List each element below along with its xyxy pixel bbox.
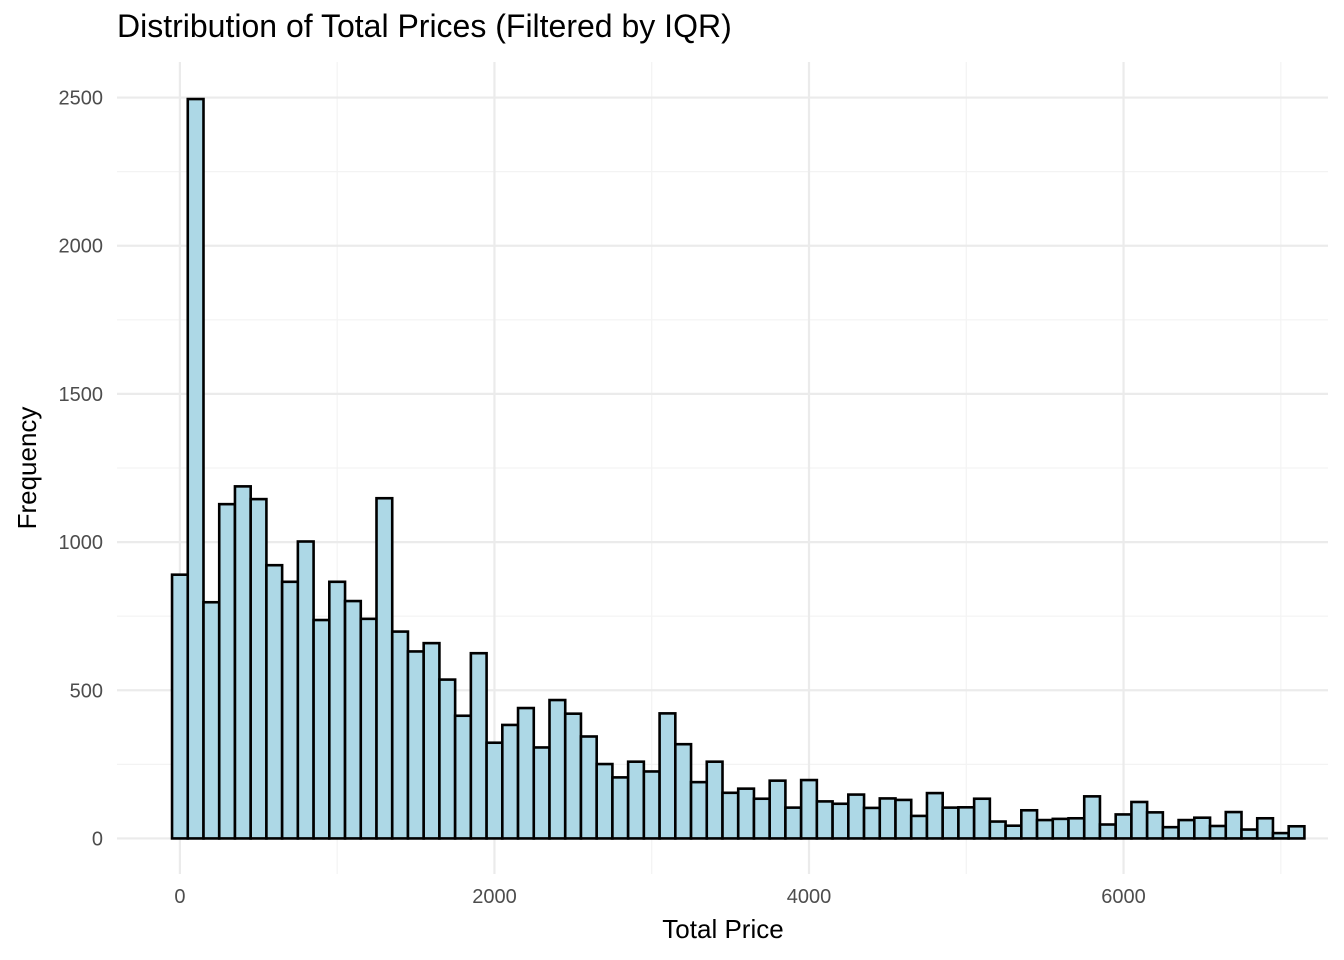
y-tick-label: 2000 — [59, 236, 104, 258]
histogram-bar — [516, 706, 536, 840]
histogram-bar — [988, 820, 1007, 840]
histogram-bar — [784, 806, 803, 840]
histogram-bar — [1020, 808, 1039, 840]
histogram-bar — [957, 806, 976, 840]
histogram-bar — [422, 641, 441, 840]
histogram-bar — [217, 502, 237, 840]
histogram-bar — [1130, 800, 1149, 840]
histogram-bar — [579, 735, 598, 840]
histogram-bar — [658, 712, 677, 840]
histogram-bar — [611, 776, 630, 840]
histogram-bar — [501, 723, 520, 840]
histogram-bar — [689, 780, 709, 840]
histogram-bar — [705, 760, 724, 840]
histogram-bar — [296, 540, 315, 840]
histogram-bar — [1193, 816, 1212, 840]
histogram-bar — [1208, 824, 1228, 840]
histogram-bar — [1161, 825, 1180, 840]
histogram-bar — [595, 762, 614, 840]
histogram-bar — [768, 779, 787, 840]
y-tick-label: 1000 — [59, 532, 104, 554]
histogram-bar — [1271, 831, 1290, 840]
histogram-bar — [233, 485, 252, 840]
y-tick-label: 2500 — [59, 88, 104, 110]
x-tick-label: 2000 — [472, 886, 517, 908]
y-tick-label: 1500 — [59, 384, 104, 406]
histogram-bar — [359, 617, 378, 840]
histogram-bar — [862, 806, 882, 840]
histogram-bar — [1177, 818, 1196, 840]
histogram-bar — [721, 791, 740, 840]
histogram-bar — [626, 760, 646, 840]
histogram-bar — [642, 770, 661, 840]
histogram-bar — [831, 802, 850, 840]
histogram-bar — [328, 580, 347, 840]
histogram-bar — [847, 793, 866, 840]
x-axis-title: Total Price — [662, 914, 783, 944]
histogram-bar — [1287, 824, 1306, 840]
histogram-bar — [925, 791, 944, 840]
y-axis-title: Frequency — [12, 407, 42, 530]
histogram-bar — [1098, 823, 1117, 840]
y-axis-tick-labels: 0 500 1000 1500 2000 2500 — [59, 88, 104, 851]
histogram-bar — [249, 497, 268, 840]
x-tick-label: 6000 — [1101, 886, 1146, 908]
x-axis-tick-labels: 0 2000 4000 6000 — [174, 886, 1145, 908]
y-tick-label: 500 — [70, 680, 103, 702]
y-tick-label: 0 — [92, 828, 103, 850]
histogram-bar — [390, 630, 410, 840]
chart-title: Distribution of Total Prices (Filtered b… — [117, 8, 732, 44]
histogram-bar — [1082, 795, 1102, 840]
histogram-bar — [202, 600, 221, 840]
histogram-bar — [752, 797, 771, 840]
histogram-bar — [941, 806, 960, 840]
histogram-bar — [894, 798, 913, 840]
histogram-bar — [1114, 813, 1133, 840]
histogram-bar — [1240, 828, 1259, 840]
histogram-bar — [186, 97, 205, 840]
histogram-bar — [1051, 817, 1070, 840]
histogram-bar — [1224, 810, 1243, 840]
histogram-bar — [1067, 816, 1086, 840]
histogram-bar — [280, 580, 300, 840]
histogram-bar — [375, 496, 394, 840]
histogram-bar — [1255, 816, 1275, 840]
histogram-bar — [343, 599, 363, 840]
histogram-bar — [438, 678, 457, 840]
histogram-bar — [972, 797, 992, 840]
histogram-bar — [453, 714, 473, 840]
histogram-bar — [485, 741, 504, 840]
histogram-bar — [406, 650, 425, 840]
histogram-bar — [799, 778, 819, 840]
histogram-bar — [265, 563, 284, 840]
histogram-bar — [563, 712, 583, 840]
histogram-bar — [1004, 824, 1023, 840]
histogram-bar — [736, 787, 756, 840]
histogram-bar — [170, 573, 190, 840]
histogram-bar — [815, 800, 834, 840]
histogram-bar — [548, 698, 567, 840]
histogram-bar — [1035, 818, 1055, 840]
histogram-bar — [1145, 811, 1165, 840]
histogram-bar — [469, 651, 488, 840]
x-tick-label: 0 — [174, 886, 185, 908]
histogram-bar — [878, 797, 897, 840]
x-tick-label: 4000 — [787, 886, 832, 908]
histogram-bars — [170, 97, 1306, 840]
histogram-bar — [312, 618, 331, 840]
histogram-bar — [532, 746, 551, 840]
histogram-bar — [674, 742, 693, 840]
histogram-bar — [909, 814, 929, 840]
